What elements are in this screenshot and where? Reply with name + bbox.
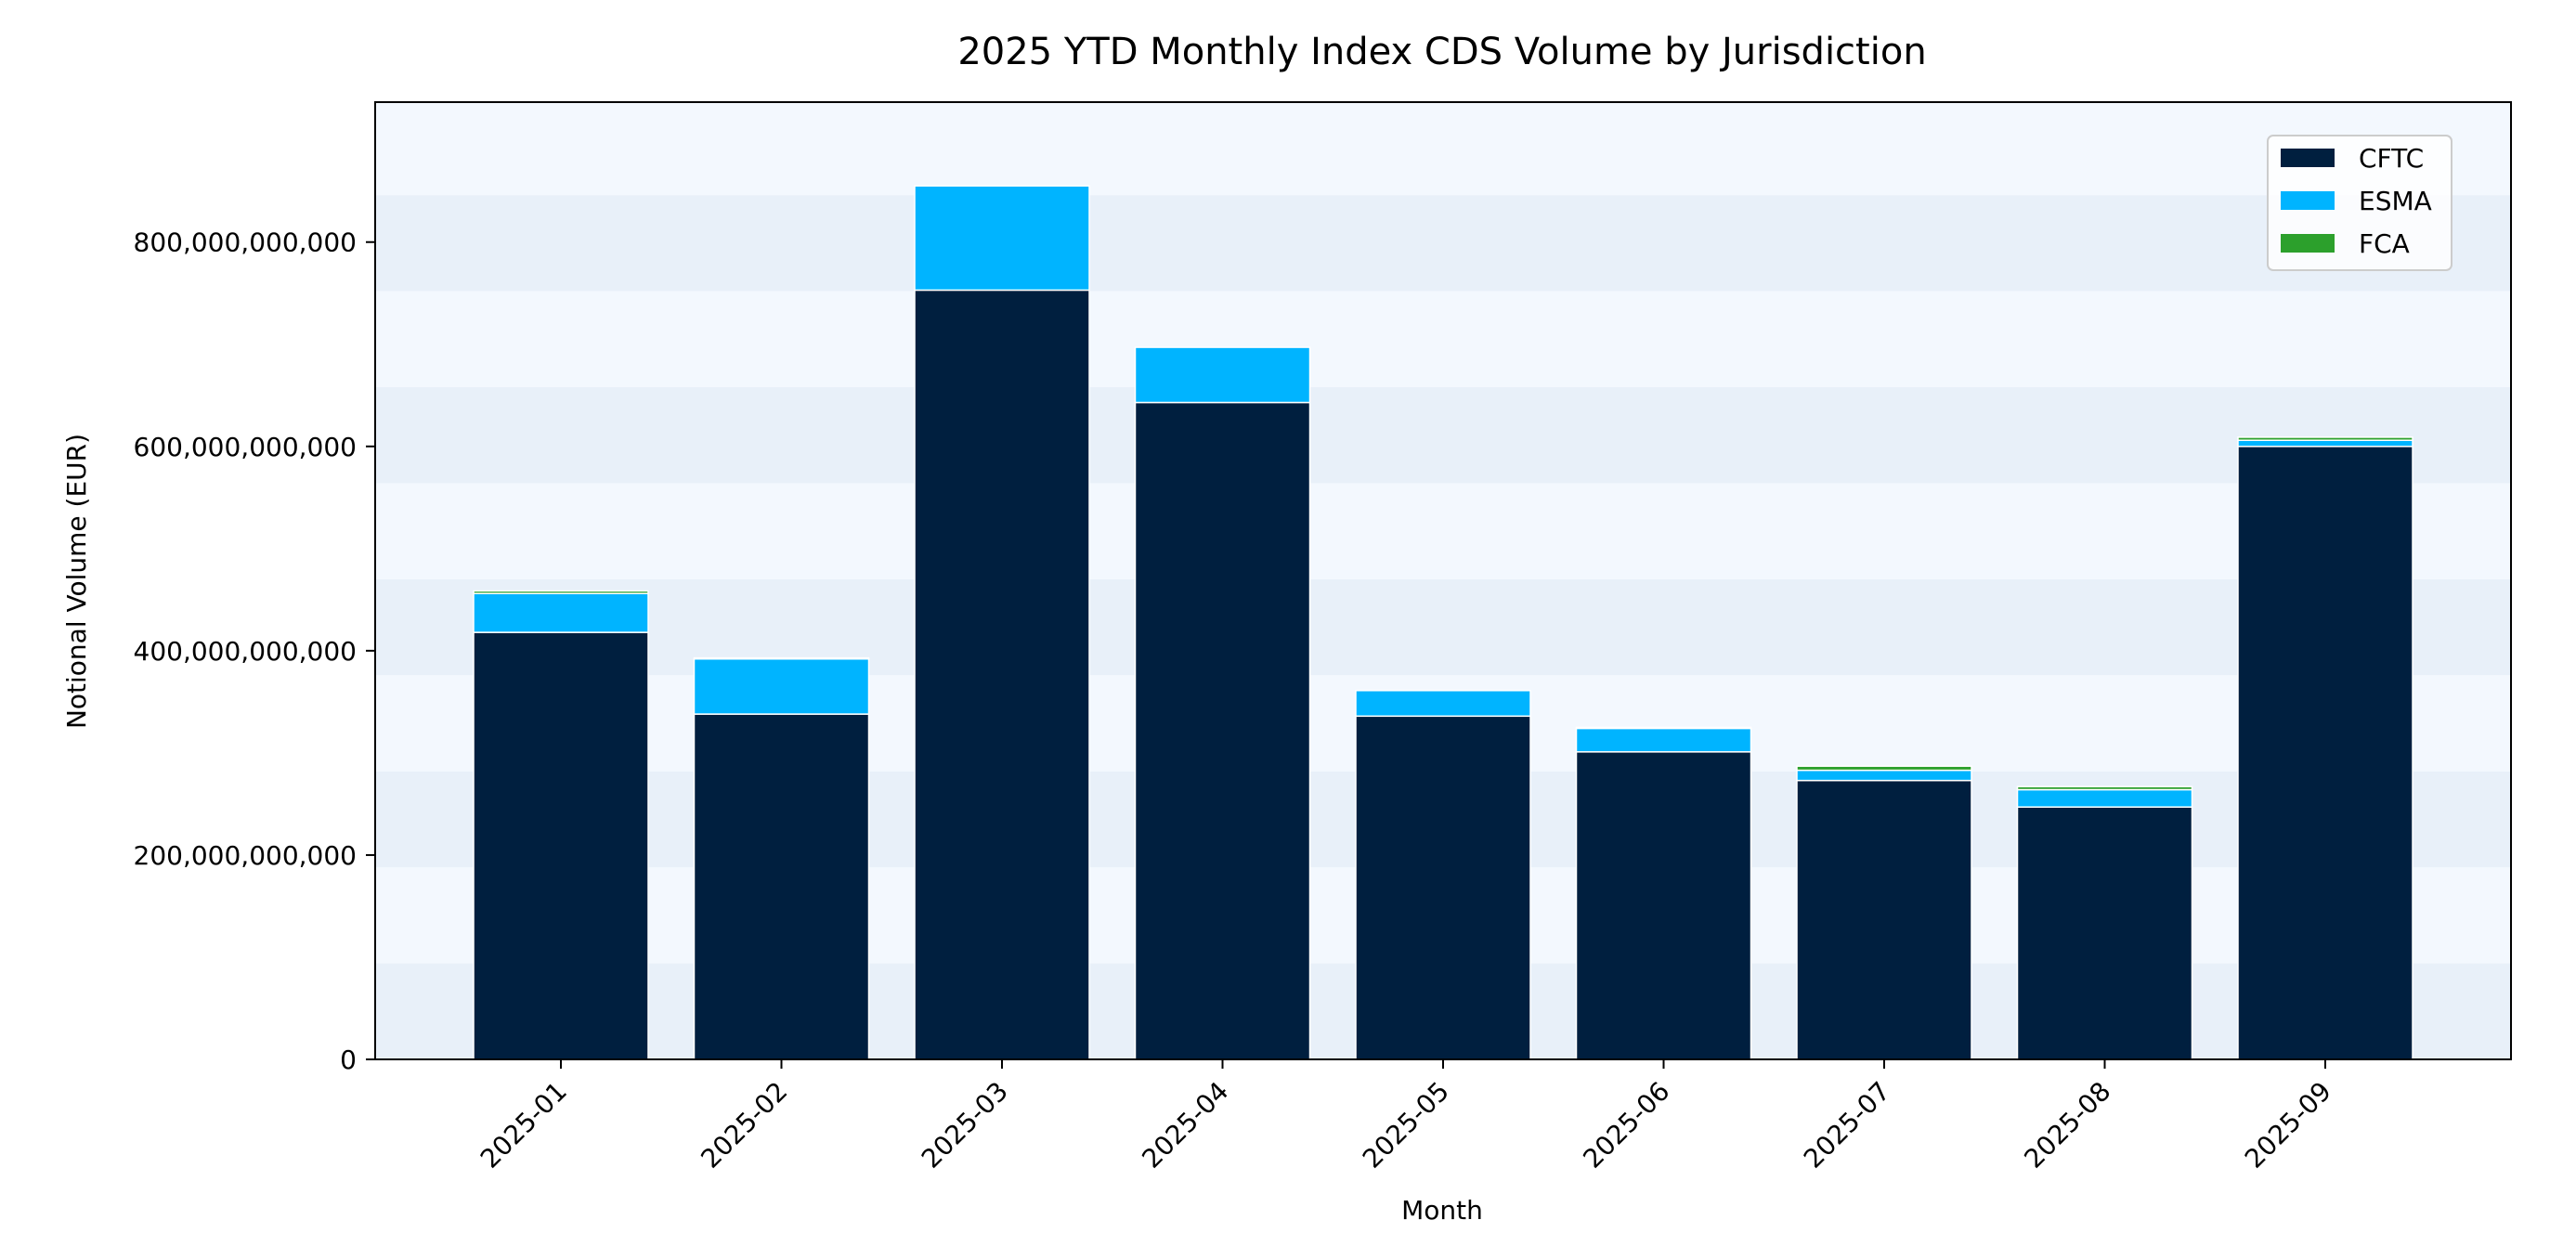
bar-cftc-2025-03 <box>914 289 1090 1060</box>
legend-label-esma: ESMA <box>2359 186 2432 216</box>
legend-items: CFTC ESMA FCA <box>2281 143 2432 259</box>
bar-fca-2025-07 <box>1796 765 1972 772</box>
background-band <box>375 195 2511 292</box>
bar-esma-2025-01 <box>473 592 649 633</box>
legend-swatch-esma <box>2281 191 2335 210</box>
y-tick-label: 600,000,000,000 <box>134 432 357 462</box>
bar-fca-2025-08 <box>2016 785 2193 791</box>
bar-esma-2025-02 <box>693 657 870 715</box>
bar-esma-2025-09 <box>2237 439 2413 448</box>
bar-esma-2025-05 <box>1355 690 1531 718</box>
bar-cftc-2025-08 <box>2016 806 2193 1060</box>
bar-fca-2025-02 <box>693 656 870 660</box>
bar-esma-2025-03 <box>914 185 1090 292</box>
legend-label-cftc: CFTC <box>2359 143 2424 174</box>
y-axis-label: Notional Volume (EUR) <box>61 434 92 729</box>
legend-swatch-fca <box>2281 234 2335 253</box>
chart-title: 2025 YTD Monthly Index CDS Volume by Jur… <box>957 31 1926 73</box>
bar-fca-2025-01 <box>473 590 649 595</box>
y-tick-label: 800,000,000,000 <box>134 227 357 258</box>
bar-cftc-2025-02 <box>693 713 870 1060</box>
bar-cftc-2025-06 <box>1575 751 1752 1060</box>
bar-esma-2025-07 <box>1796 769 1972 782</box>
background-band <box>375 102 2511 196</box>
y-axis: 0 200,000,000,000 400,000,000,000 600,000,0… <box>134 227 375 1075</box>
bars-group <box>473 185 2413 1060</box>
bar-esma-2025-06 <box>1575 727 1752 753</box>
bar-cftc-2025-01 <box>473 631 649 1060</box>
y-tick-label: 0 <box>340 1045 357 1075</box>
bar-cftc-2025-04 <box>1134 401 1311 1060</box>
bar-fca-2025-06 <box>1575 726 1752 730</box>
legend: CFTC ESMA FCA <box>2267 135 2452 271</box>
legend-swatch-cftc <box>2281 149 2335 167</box>
bar-fca-2025-09 <box>2237 436 2413 441</box>
background-band <box>375 291 2511 387</box>
background-band <box>375 386 2511 484</box>
background-band <box>375 483 2511 579</box>
bar-esma-2025-08 <box>2016 788 2193 808</box>
y-tick-label: 200,000,000,000 <box>134 840 357 871</box>
bar-esma-2025-04 <box>1134 346 1311 404</box>
x-axis-label: Month <box>1401 1195 1483 1226</box>
bar-cftc-2025-05 <box>1355 715 1531 1060</box>
bar-cftc-2025-09 <box>2237 446 2413 1060</box>
bar-cftc-2025-07 <box>1796 779 1972 1060</box>
legend-label-fca: FCA <box>2359 228 2410 259</box>
y-tick-label: 400,000,000,000 <box>134 636 357 667</box>
